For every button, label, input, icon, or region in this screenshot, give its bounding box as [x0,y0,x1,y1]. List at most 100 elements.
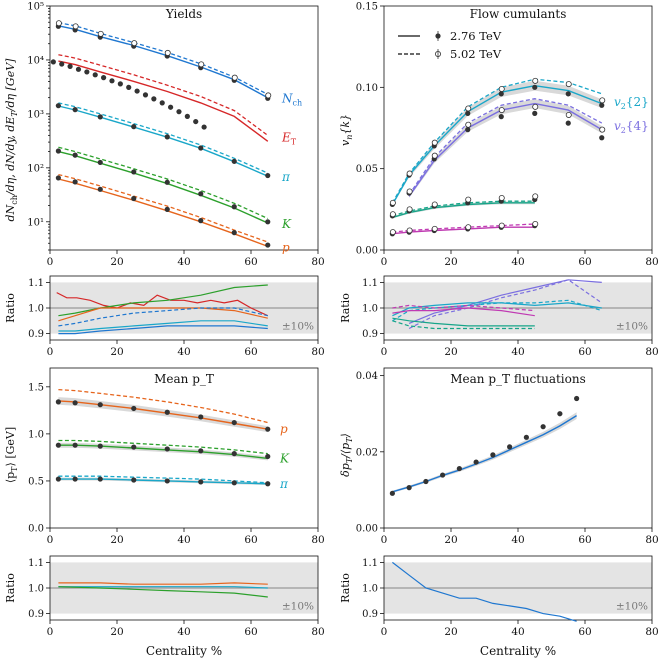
yields-xtick-label: 20 [110,256,123,268]
ratio-ytick-label: 1.0 [28,304,44,315]
point-276-E_T [168,104,174,110]
meanpt-ratio-xtick-label: 60 [244,626,257,638]
point-276-v2{2} [465,110,471,116]
line-276-π [58,478,268,485]
ratio-band-label: ±10% [616,601,648,613]
line-502-K [58,146,269,220]
meanpt-ratio-xtick-label: 20 [110,626,123,638]
ylabel-meanpt: ⟨pT⟩ [GeV] [4,427,19,483]
yields-xtick-label: 80 [311,256,324,268]
point-276-v2{2} [532,84,538,90]
ptfluct-xtick-label: 0 [381,534,388,546]
point-276-p [97,402,103,408]
point-276-δpT [490,452,496,458]
point-276-v2{4} [565,120,571,126]
ptfluct-ytick-label: 0.02 [356,447,378,458]
ratio-ytick-label: 1.1 [28,558,44,569]
point-276-v2{2} [498,91,504,97]
meanpt-ratio-xtick-label: 40 [177,626,190,638]
point-276-K [265,453,271,460]
point-276-π [55,476,61,482]
point-276-K [131,444,137,450]
point-276-E_T [134,88,140,94]
title-meanpt: Mean p_T [154,372,214,386]
point-276-π [131,124,137,130]
ratio-ytick-label: 1.0 [28,584,44,595]
point-276-K [72,152,78,158]
ratio-curve-blue [392,561,577,622]
ptfluct-ytick-label: 0.00 [356,524,378,535]
yields-ratio-xtick-label: 80 [311,346,324,358]
point-502-v2{4} [532,103,539,110]
point-276-E_T [193,118,199,125]
ratio-curve-green [58,284,268,317]
ratio-curve-purple [408,279,603,330]
point-276-E_T [159,100,165,106]
point-276-p [265,242,271,248]
flow-xtick-label: 20 [444,256,457,268]
point-276-E_T [126,84,132,90]
flow-legend: 2.76 TeV 5.02 TeV [398,29,502,61]
line-502-p [58,388,268,424]
series-label-p: p [282,240,290,254]
ratio-ytick-label: 0.9 [362,609,378,620]
point-276-K [131,169,137,175]
ratio-band-label: ±10% [616,321,648,333]
title-yields: Yields [165,7,202,21]
ratio-curve-blue [58,307,268,327]
point-502-v2{2} [565,81,572,88]
point-276-π [231,158,237,164]
point-276-v2{2} [565,91,571,97]
line-502-v4{2} [392,223,535,233]
point-276-E_T [50,59,56,65]
point-502-v2{4} [431,152,438,159]
point-276-K [164,446,170,452]
point-276-δpT [523,434,529,440]
point-276-p [131,195,137,202]
line-276-p [58,178,269,248]
flow-plot: 0204060800.000.050.100.15v2{2}v2{4}v3{2}… [356,2,659,326]
point-276-π [265,172,271,179]
ratio-curve-green [58,586,268,598]
point-276-π [72,476,78,482]
flow-xtick-label: 0 [381,256,388,268]
ptfluct-ratio-xtick-label: 80 [645,626,658,638]
point-276-δpT [440,472,446,478]
point-276-E_T [84,69,90,75]
yields-ratio-xtick-label: 0 [47,346,54,358]
band-δpT [392,412,577,493]
point-276-E_T [101,75,107,81]
point-276-p [97,186,103,192]
point-502-N_ch [72,23,79,30]
flow-ytick-label: 0.10 [356,83,378,94]
point-276-δpT [473,459,479,465]
series-label-π: π [281,170,291,184]
yields-ytick-label: 10³ [27,109,44,120]
ratio-curve-red [56,292,269,317]
series-label-K: K [281,217,292,231]
line-276-π [58,105,269,177]
ptfluct-plot: 0 20 40 60 80 0.00 0.02 0.04 [356,367,659,546]
point-276-π [164,134,170,140]
title-flow: Flow cumulants [470,7,567,21]
point-276-p [164,206,170,212]
point-276-K [198,191,204,197]
meanpt-xtick-label: 0 [47,534,54,546]
point-276-K [231,451,237,457]
line-502-π [58,102,269,174]
point-276-π [72,107,78,113]
ratio-curve-magenta [392,304,535,312]
point-276-E_T [184,113,190,119]
point-502-N_ch [164,49,171,56]
point-276-p [198,218,204,224]
ylabel-ptfluct: δpT/⟨pT⟩ [339,433,354,477]
line-276-E_T [58,60,269,142]
ratio-label-meanpt: Ratio [4,573,17,603]
point-276-p [72,179,78,185]
point-276-E_T [92,72,98,78]
point-502-v4{2} [532,220,539,227]
flow-ytick-label: 0.15 [356,2,378,13]
ratio-curve-teal [392,320,535,330]
series-label-v2{4}: v2{4} [614,119,649,135]
point-502-v4{2} [498,222,505,229]
